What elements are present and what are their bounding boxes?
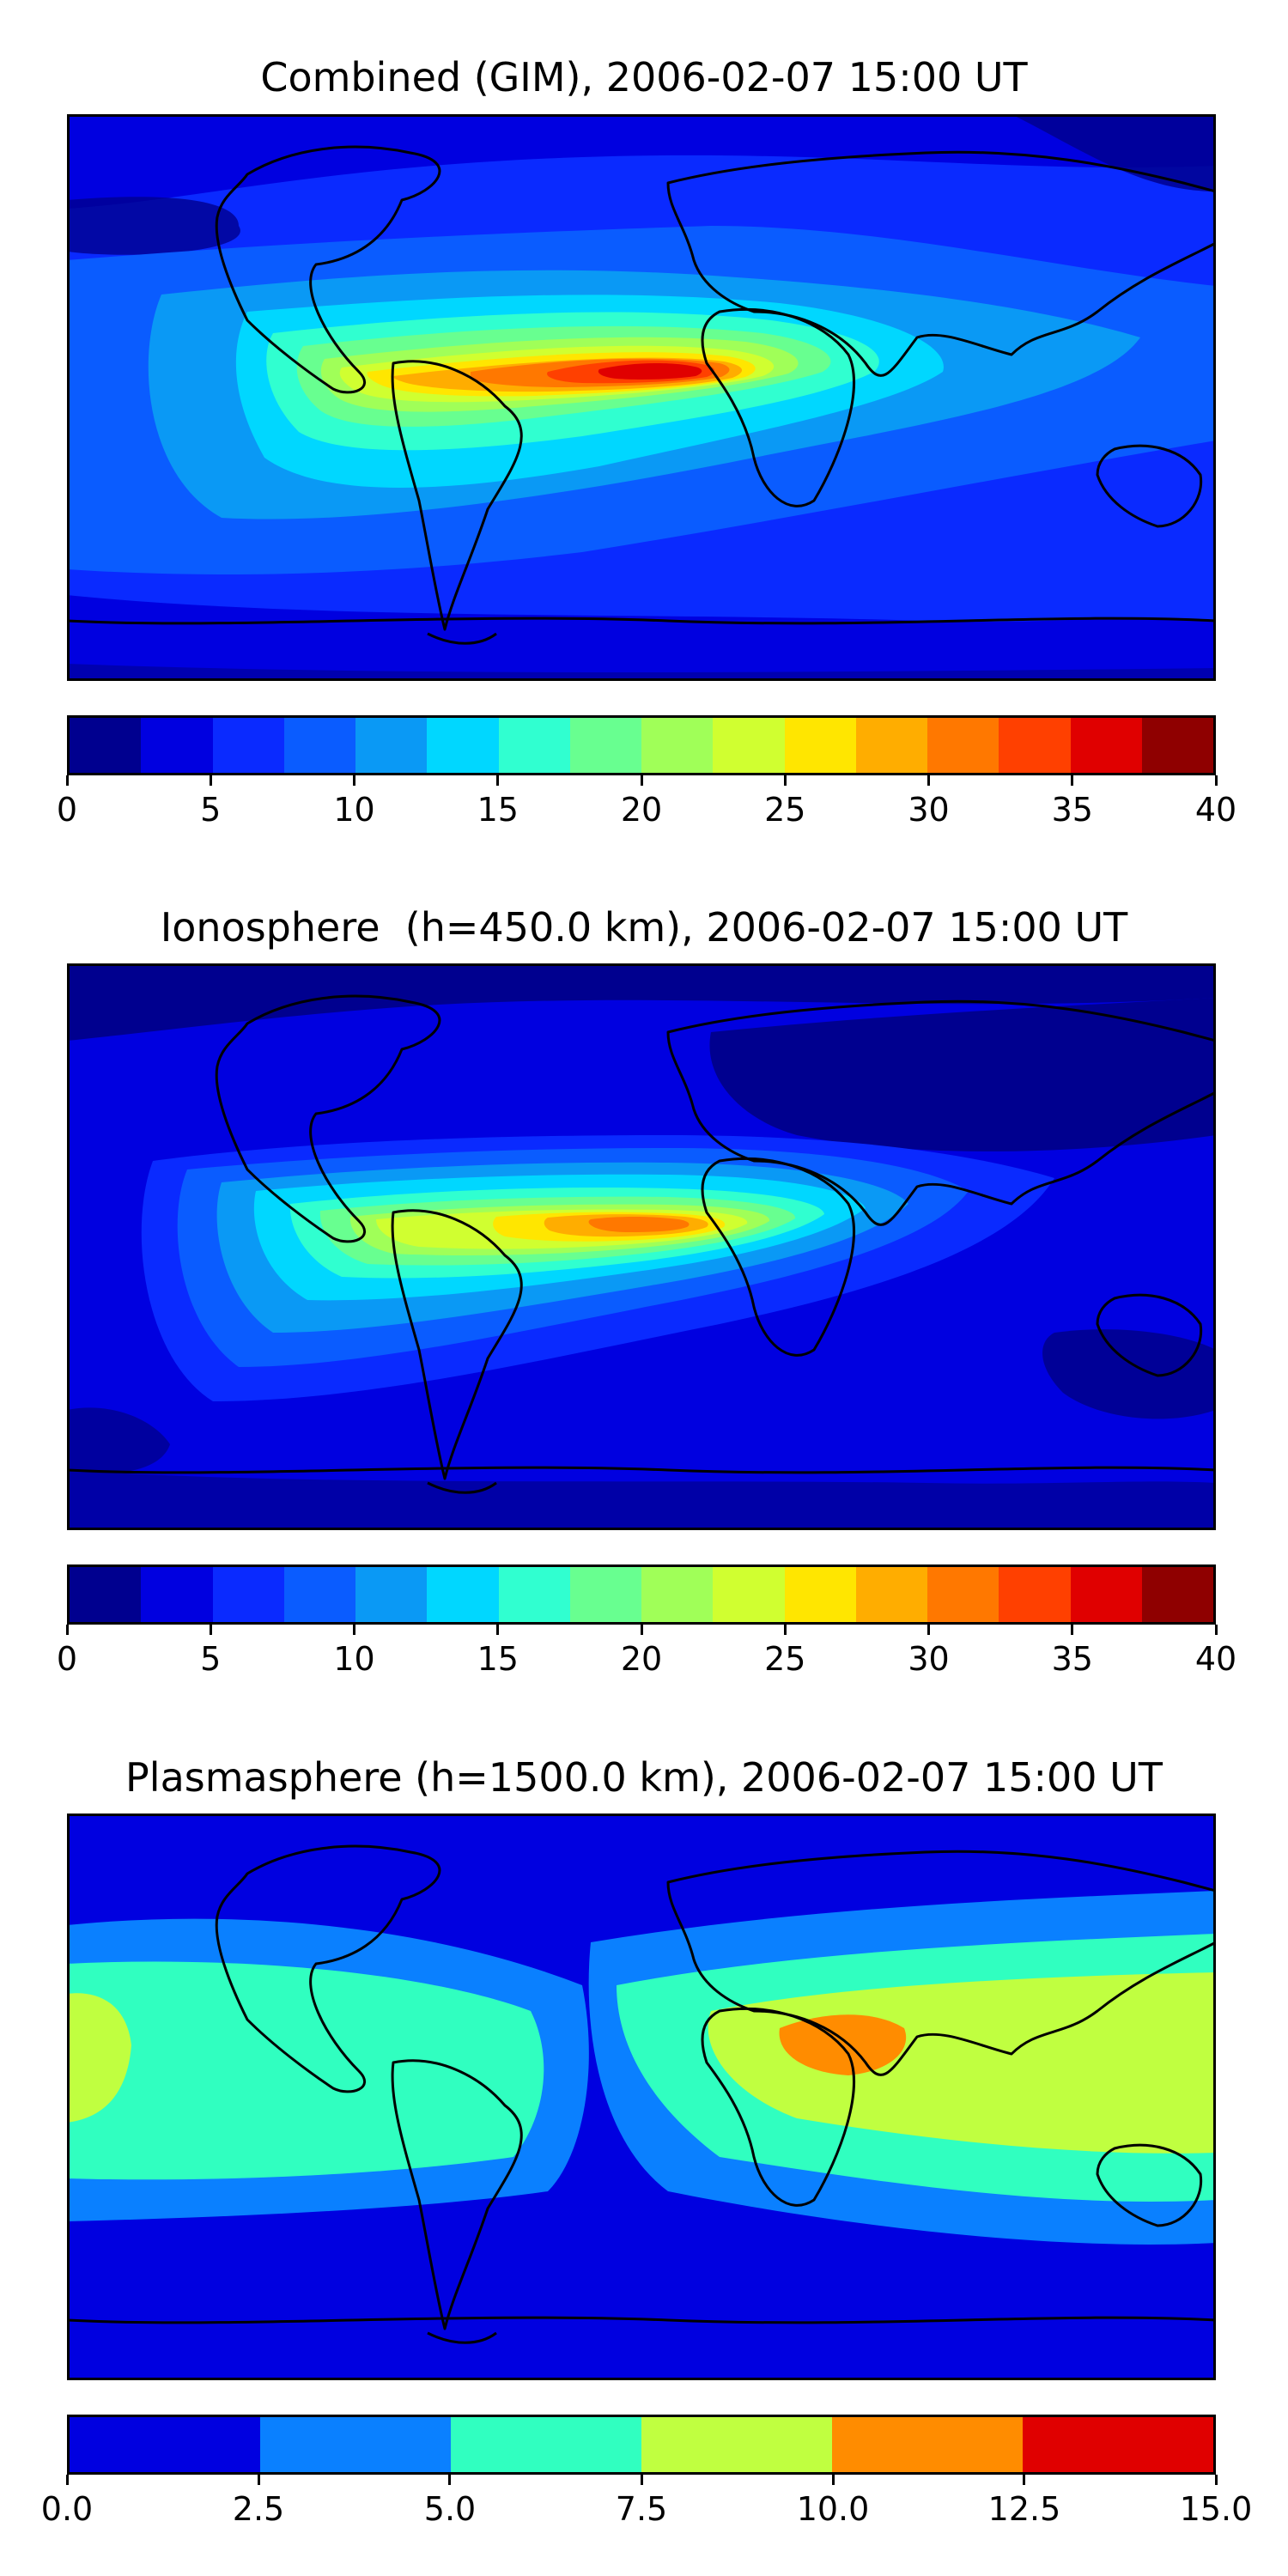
colorbar-segment bbox=[212, 1567, 284, 1622]
colorbar-segment bbox=[70, 718, 142, 773]
colorbar-segment bbox=[713, 1567, 785, 1622]
colorbar-ticks-ionosphere: 0 5 10 15 20 25 30 35 40 bbox=[57, 1625, 1236, 1678]
colorbar-tick-label: 15 bbox=[477, 1640, 519, 1678]
colorbar-ticks-plasmasphere: 0.0 2.5 5.0 7.5 10.0 12.5 15.0 bbox=[41, 2475, 1252, 2528]
colorbar-tick-label: 40 bbox=[1194, 1640, 1237, 1678]
colorbar-segment bbox=[999, 1567, 1071, 1622]
map-ionosphere bbox=[67, 963, 1216, 1530]
colorbar-segment bbox=[713, 718, 785, 773]
colorbar-segment bbox=[498, 718, 570, 773]
map-plasmasphere bbox=[67, 1814, 1216, 2380]
colorbar-segment bbox=[283, 1567, 355, 1622]
colorbar-tick-label: 5 bbox=[200, 1640, 222, 1678]
colorbar-segment bbox=[427, 1567, 499, 1622]
colorbar-segment bbox=[451, 2417, 641, 2472]
colorbar-tick-label: 30 bbox=[908, 791, 950, 829]
colorbar-segment bbox=[1070, 1567, 1142, 1622]
colorbar-segment bbox=[641, 718, 714, 773]
colorbar-segment bbox=[141, 1567, 213, 1622]
colorbar-segment bbox=[641, 1567, 714, 1622]
colorbar-tick-label: 0.0 bbox=[40, 2490, 94, 2528]
colorbar-tick-label: 0 bbox=[56, 1640, 78, 1678]
colorbar-tick-label: 15.0 bbox=[1179, 2490, 1253, 2528]
colorbar-tick-label: 20 bbox=[620, 1640, 663, 1678]
colorbar-segment bbox=[569, 1567, 641, 1622]
colorbar-ionosphere bbox=[67, 1564, 1216, 1625]
colorbar-tick-label: 15 bbox=[477, 791, 519, 829]
colorbar-segment bbox=[283, 718, 355, 773]
colorbar-tick-label: 25 bbox=[764, 1640, 806, 1678]
colorbar-tick-label: 7.5 bbox=[615, 2490, 668, 2528]
panel-title-combined: Combined (GIM), 2006-02-07 15:00 UT bbox=[260, 54, 1028, 100]
colorbar-segment bbox=[784, 1567, 856, 1622]
colorbar-segment bbox=[855, 718, 927, 773]
tec-contour-map-combined bbox=[67, 114, 1216, 681]
colorbar-tick-label: 10 bbox=[333, 1640, 375, 1678]
colorbar-tick-label: 35 bbox=[1051, 791, 1093, 829]
colorbar-segment bbox=[355, 718, 428, 773]
colorbar-segment bbox=[641, 2417, 832, 2472]
tec-contour-map-ionosphere bbox=[67, 963, 1216, 1530]
map-combined bbox=[67, 114, 1216, 681]
colorbar-plasmasphere bbox=[67, 2415, 1216, 2475]
colorbar-segment bbox=[1141, 718, 1213, 773]
colorbar-segment bbox=[70, 1567, 142, 1622]
colorbar-tick-label: 2.5 bbox=[232, 2490, 285, 2528]
colorbar-segment bbox=[141, 718, 213, 773]
colorbar-tick-label: 30 bbox=[908, 1640, 950, 1678]
colorbar-segment bbox=[1070, 718, 1142, 773]
colorbar-segment bbox=[784, 718, 856, 773]
colorbar-segment bbox=[927, 1567, 999, 1622]
colorbar-segment bbox=[212, 718, 284, 773]
colorbar-segment bbox=[1023, 2417, 1213, 2472]
colorbar-segment bbox=[569, 718, 641, 773]
colorbar-tick-label: 35 bbox=[1051, 1640, 1093, 1678]
tec-contour-map-plasmasphere bbox=[67, 1814, 1216, 2380]
colorbar-segment bbox=[1141, 1567, 1213, 1622]
colorbar-tick-label: 25 bbox=[764, 791, 806, 829]
colorbar-tick-label: 20 bbox=[620, 791, 663, 829]
colorbar-tick-label: 10.0 bbox=[796, 2490, 870, 2528]
colorbar-tick-label: 5.0 bbox=[423, 2490, 477, 2528]
colorbar-ticks-combined: 0 5 10 15 20 25 30 35 40 bbox=[57, 775, 1236, 829]
colorbar-segment bbox=[427, 718, 499, 773]
colorbar-segment bbox=[355, 1567, 428, 1622]
colorbar-segment bbox=[832, 2417, 1023, 2472]
colorbar-combined bbox=[67, 715, 1216, 775]
colorbar-tick-label: 40 bbox=[1194, 791, 1237, 829]
colorbar-segment bbox=[999, 718, 1071, 773]
colorbar-tick-label: 12.5 bbox=[987, 2490, 1061, 2528]
colorbar-segment bbox=[70, 2417, 260, 2472]
panel-title-ionosphere: Ionosphere (h=450.0 km), 2006-02-07 15:0… bbox=[160, 904, 1128, 951]
colorbar-segment bbox=[260, 2417, 451, 2472]
colorbar-tick-label: 10 bbox=[333, 791, 375, 829]
colorbar-segment bbox=[927, 718, 999, 773]
colorbar-tick-label: 0 bbox=[56, 791, 78, 829]
panel-title-plasmasphere: Plasmasphere (h=1500.0 km), 2006-02-07 1… bbox=[125, 1754, 1163, 1801]
colorbar-segment bbox=[498, 1567, 570, 1622]
colorbar-tick-label: 5 bbox=[200, 791, 222, 829]
colorbar-segment bbox=[855, 1567, 927, 1622]
